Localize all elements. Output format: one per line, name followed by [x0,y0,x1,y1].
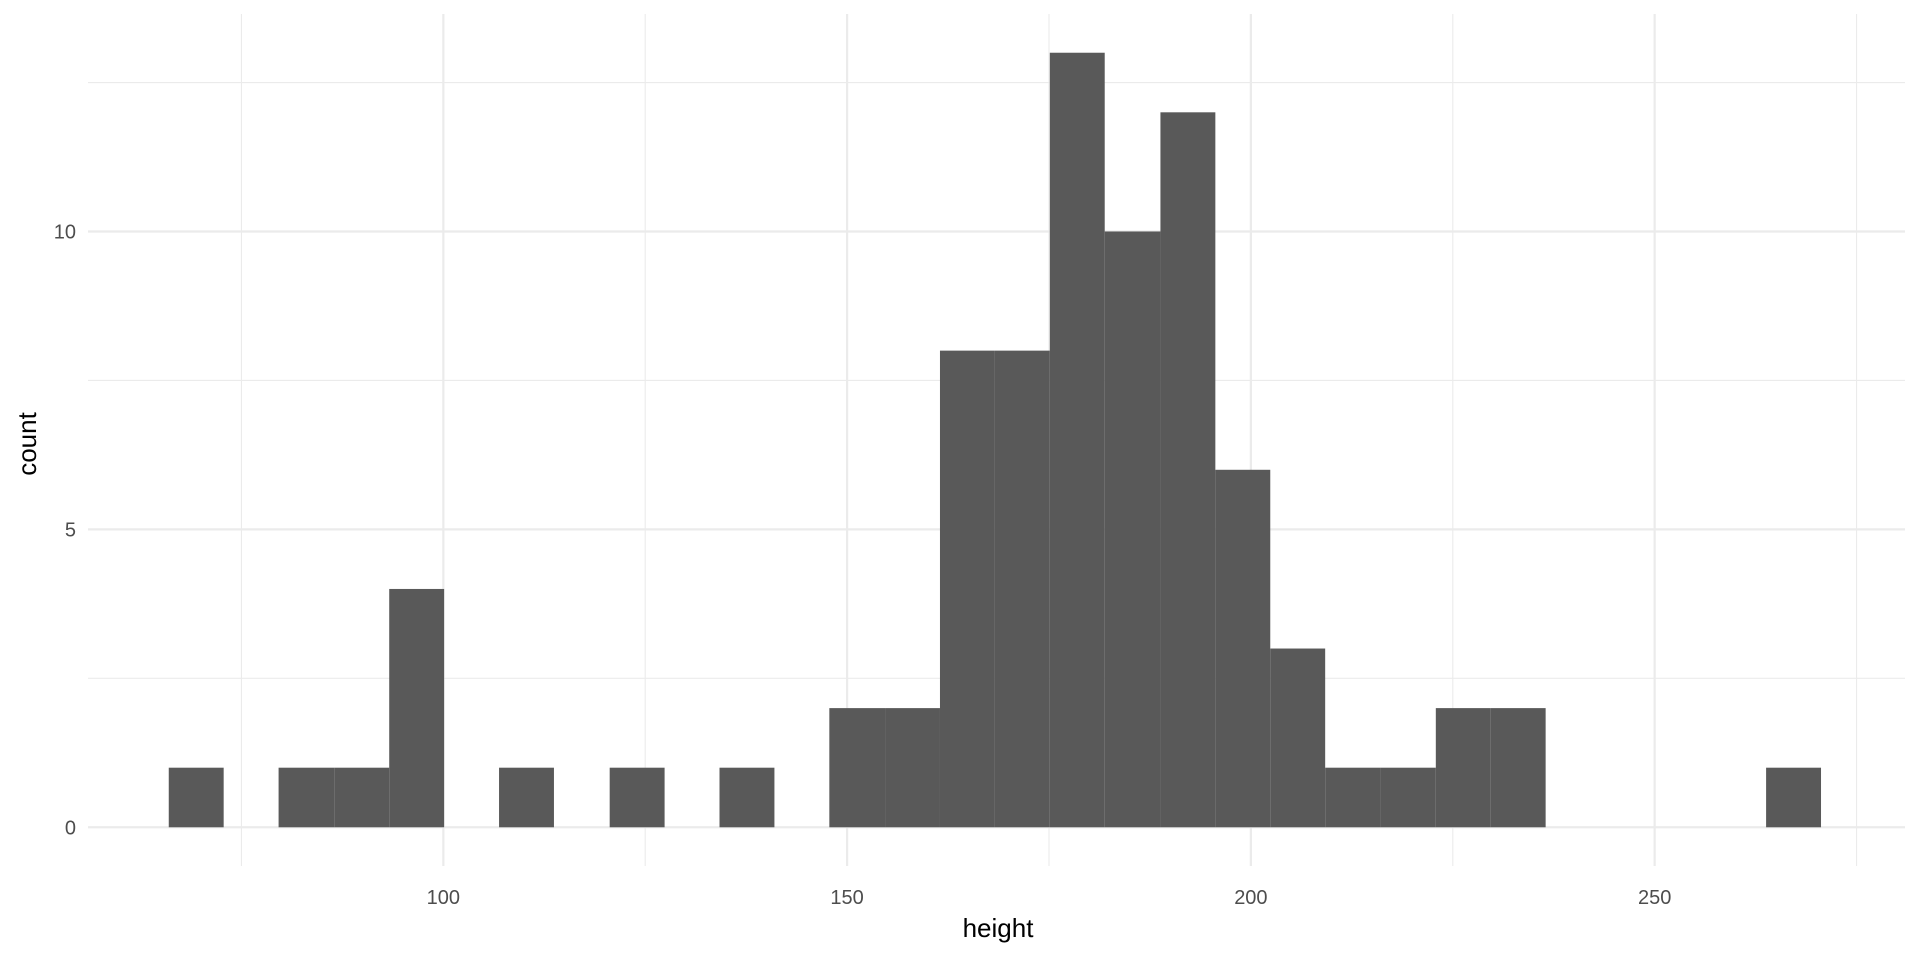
histogram-bar [1766,767,1822,828]
x-axis-tick-labels: 100 150 200 250 [427,887,1672,909]
y-axis-tick-labels: 0 5 10 [54,221,76,839]
y-tick-label: 10 [54,221,76,243]
histogram-bar [885,708,940,828]
histogram-bar [334,767,390,828]
histogram-bar [1435,708,1491,828]
histogram-bar [168,767,224,828]
histogram-bar [1380,767,1436,828]
histogram-bar [1490,708,1546,828]
y-tick-label: 5 [65,519,76,541]
histogram-bar [499,767,554,828]
histogram-bar [1104,231,1161,828]
histogram-bar [609,767,665,828]
x-tick-label: 200 [1234,887,1267,909]
histogram-bar [278,767,335,828]
histogram-bar [1325,767,1381,828]
histogram-bar [1049,52,1105,828]
x-tick-label: 250 [1638,887,1671,909]
histogram-bar [939,350,995,828]
histogram-bar [994,350,1050,828]
histogram-bar [719,767,775,828]
histogram-bar [829,708,886,828]
histogram-bar [1160,112,1216,828]
x-axis-title: height [963,913,1035,943]
y-tick-label: 0 [65,817,76,839]
histogram-bar [1215,469,1271,828]
histogram-bar [389,588,445,828]
histogram-bars [168,52,1822,828]
histogram-bar [1270,648,1326,828]
x-tick-label: 150 [830,887,863,909]
y-axis-title: count [12,411,42,475]
x-tick-label: 100 [427,887,460,909]
